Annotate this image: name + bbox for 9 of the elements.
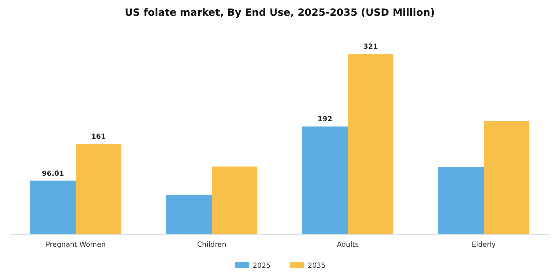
bar — [302, 126, 348, 235]
chart-title: US folate market, By End Use, 2025-2035 (USD Million) — [124, 8, 436, 19]
bar — [348, 54, 394, 235]
bar — [438, 167, 484, 235]
bar — [166, 194, 212, 235]
bar — [484, 121, 530, 235]
bar — [30, 180, 76, 235]
bar — [212, 166, 258, 235]
bar — [76, 144, 122, 235]
